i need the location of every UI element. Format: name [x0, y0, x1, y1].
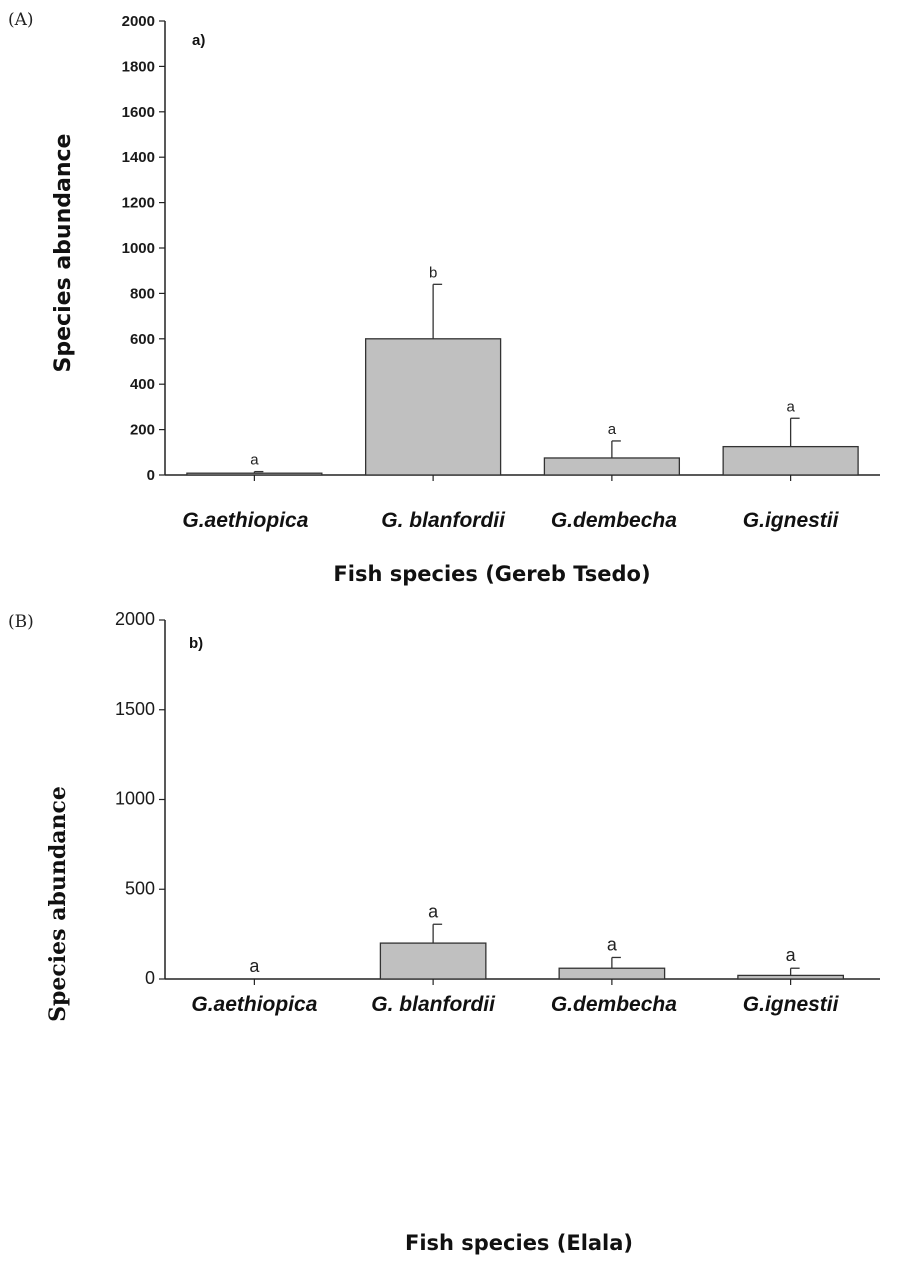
chart-a-category-label: G.dembecha — [551, 509, 677, 532]
chart-a-ytick-label: 1000 — [122, 240, 155, 257]
chart-panel-b: (B) b) Species abundance Fish species (E… — [0, 610, 899, 1261]
panel-label-b: (B) — [8, 612, 34, 632]
chart-a-ytick-label: 600 — [130, 331, 155, 348]
chart-b-category-label: G. blanfordii — [371, 993, 496, 1016]
chart-b-ytick-label: 1000 — [115, 789, 155, 809]
chart-b-significance-letter: a — [607, 934, 618, 954]
chart-a-xlabel: Fish species (Gereb Tsedo) — [333, 562, 650, 586]
chart-a-title: a) — [192, 32, 205, 49]
chart-a-bar — [364, 338, 502, 476]
chart-b-svg: (B) b) Species abundance Fish species (E… — [8, 610, 880, 1255]
chart-b-significance-letter: a — [428, 901, 439, 921]
chart-a-significance-letter: a — [250, 452, 259, 469]
chart-b-ylabel: Species abundance — [45, 786, 71, 1022]
chart-b-ytick-label: 0 — [145, 968, 155, 988]
chart-a-ylabel: Species abundance — [51, 134, 76, 373]
chart-b-xlabel: Fish species (Elala) — [405, 1231, 633, 1255]
chart-a-ytick-label: 2000 — [122, 13, 155, 30]
chart-b-significance-letter: a — [249, 956, 260, 976]
chart-a-category-label: G.aethiopica — [182, 509, 308, 532]
chart-b-category-label: G.aethiopica — [191, 993, 317, 1016]
chart-b-bar — [379, 942, 487, 980]
chart-a-significance-letter: a — [608, 421, 617, 438]
chart-b-ytick-label: 500 — [125, 878, 155, 898]
chart-b-title: b) — [189, 635, 203, 652]
panel-label-a: (A) — [8, 10, 34, 30]
chart-a-bar — [543, 457, 681, 476]
chart-a-svg: (A) a) Species abundance Fish species (G… — [8, 10, 880, 586]
chart-a-significance-letter: a — [786, 398, 795, 415]
chart-a-plot: 0 200 400 600 800 1000 1200 1400 1600 1800 2000 a G.… — [122, 13, 880, 532]
chart-a-ytick-label: 1600 — [122, 104, 155, 121]
chart-b-category-label: G.dembecha — [551, 993, 677, 1016]
chart-b-ytick-label: 1500 — [115, 699, 155, 719]
chart-a-bar — [186, 472, 323, 476]
chart-b-significance-letter: a — [786, 945, 797, 965]
chart-a-category-label: G.ignestii — [743, 509, 840, 532]
chart-panel-a: (A) a) Species abundance Fish species (G… — [0, 0, 899, 610]
chart-a-ytick-label: 800 — [130, 285, 155, 302]
chart-b-bar — [737, 974, 845, 980]
chart-b-plot: 0 500 1000 1500 2000 a G.aethiopica a G. blanfor… — [115, 610, 880, 1016]
chart-a-ytick-label: 1200 — [122, 195, 155, 212]
chart-a-ytick-label: 400 — [130, 376, 155, 393]
chart-b-bar — [558, 967, 666, 980]
chart-b-ytick-label: 2000 — [115, 610, 155, 629]
chart-a-ytick-label: 0 — [147, 467, 155, 484]
chart-b-category-label: G.ignestii — [743, 993, 840, 1016]
chart-a-bar — [722, 445, 859, 476]
chart-a-ytick-label: 200 — [130, 422, 155, 439]
chart-a-category-label: G. blanfordii — [381, 509, 506, 532]
chart-a-significance-letter: b — [429, 264, 437, 281]
chart-a-ytick-label: 1400 — [122, 149, 155, 166]
chart-a-ytick-label: 1800 — [122, 58, 155, 75]
